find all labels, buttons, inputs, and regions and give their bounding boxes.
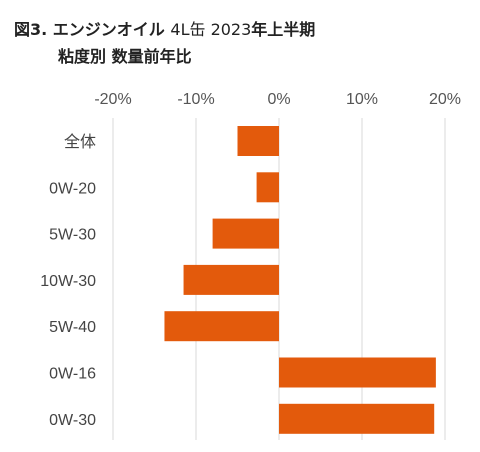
title-main-light: 4L缶 2023: [170, 20, 252, 39]
x-tick-label: -10%: [177, 91, 214, 108]
bar: [279, 403, 435, 434]
category-label: 10W-30: [40, 273, 96, 290]
x-tick-label: 10%: [346, 91, 378, 108]
title-main-tail: 年上半期: [251, 20, 316, 39]
x-tick-label: -20%: [94, 91, 131, 108]
category-label: 全体: [64, 133, 96, 151]
bar: [237, 126, 279, 156]
bar: [212, 218, 279, 249]
category-label: 5W-30: [49, 227, 96, 244]
x-tick-label: 20%: [429, 91, 461, 108]
category-label: 0W-20: [49, 180, 96, 197]
category-label: 0W-30: [49, 412, 96, 429]
chart-subtitle: 粘度別 数量前年比: [58, 47, 192, 66]
bar: [164, 311, 279, 342]
bar: [256, 172, 279, 203]
bar: [183, 264, 279, 295]
title-fig-prefix: 図3.: [14, 20, 48, 39]
x-tick-label: 0%: [267, 91, 290, 108]
title-main-bold: エンジンオイル: [52, 20, 165, 39]
category-label: 0W-16: [49, 366, 96, 383]
category-label: 5W-40: [49, 319, 96, 336]
chart-title: 図3. エンジンオイル 4L缶 2023年上半期: [14, 16, 315, 40]
bar: [279, 357, 436, 388]
